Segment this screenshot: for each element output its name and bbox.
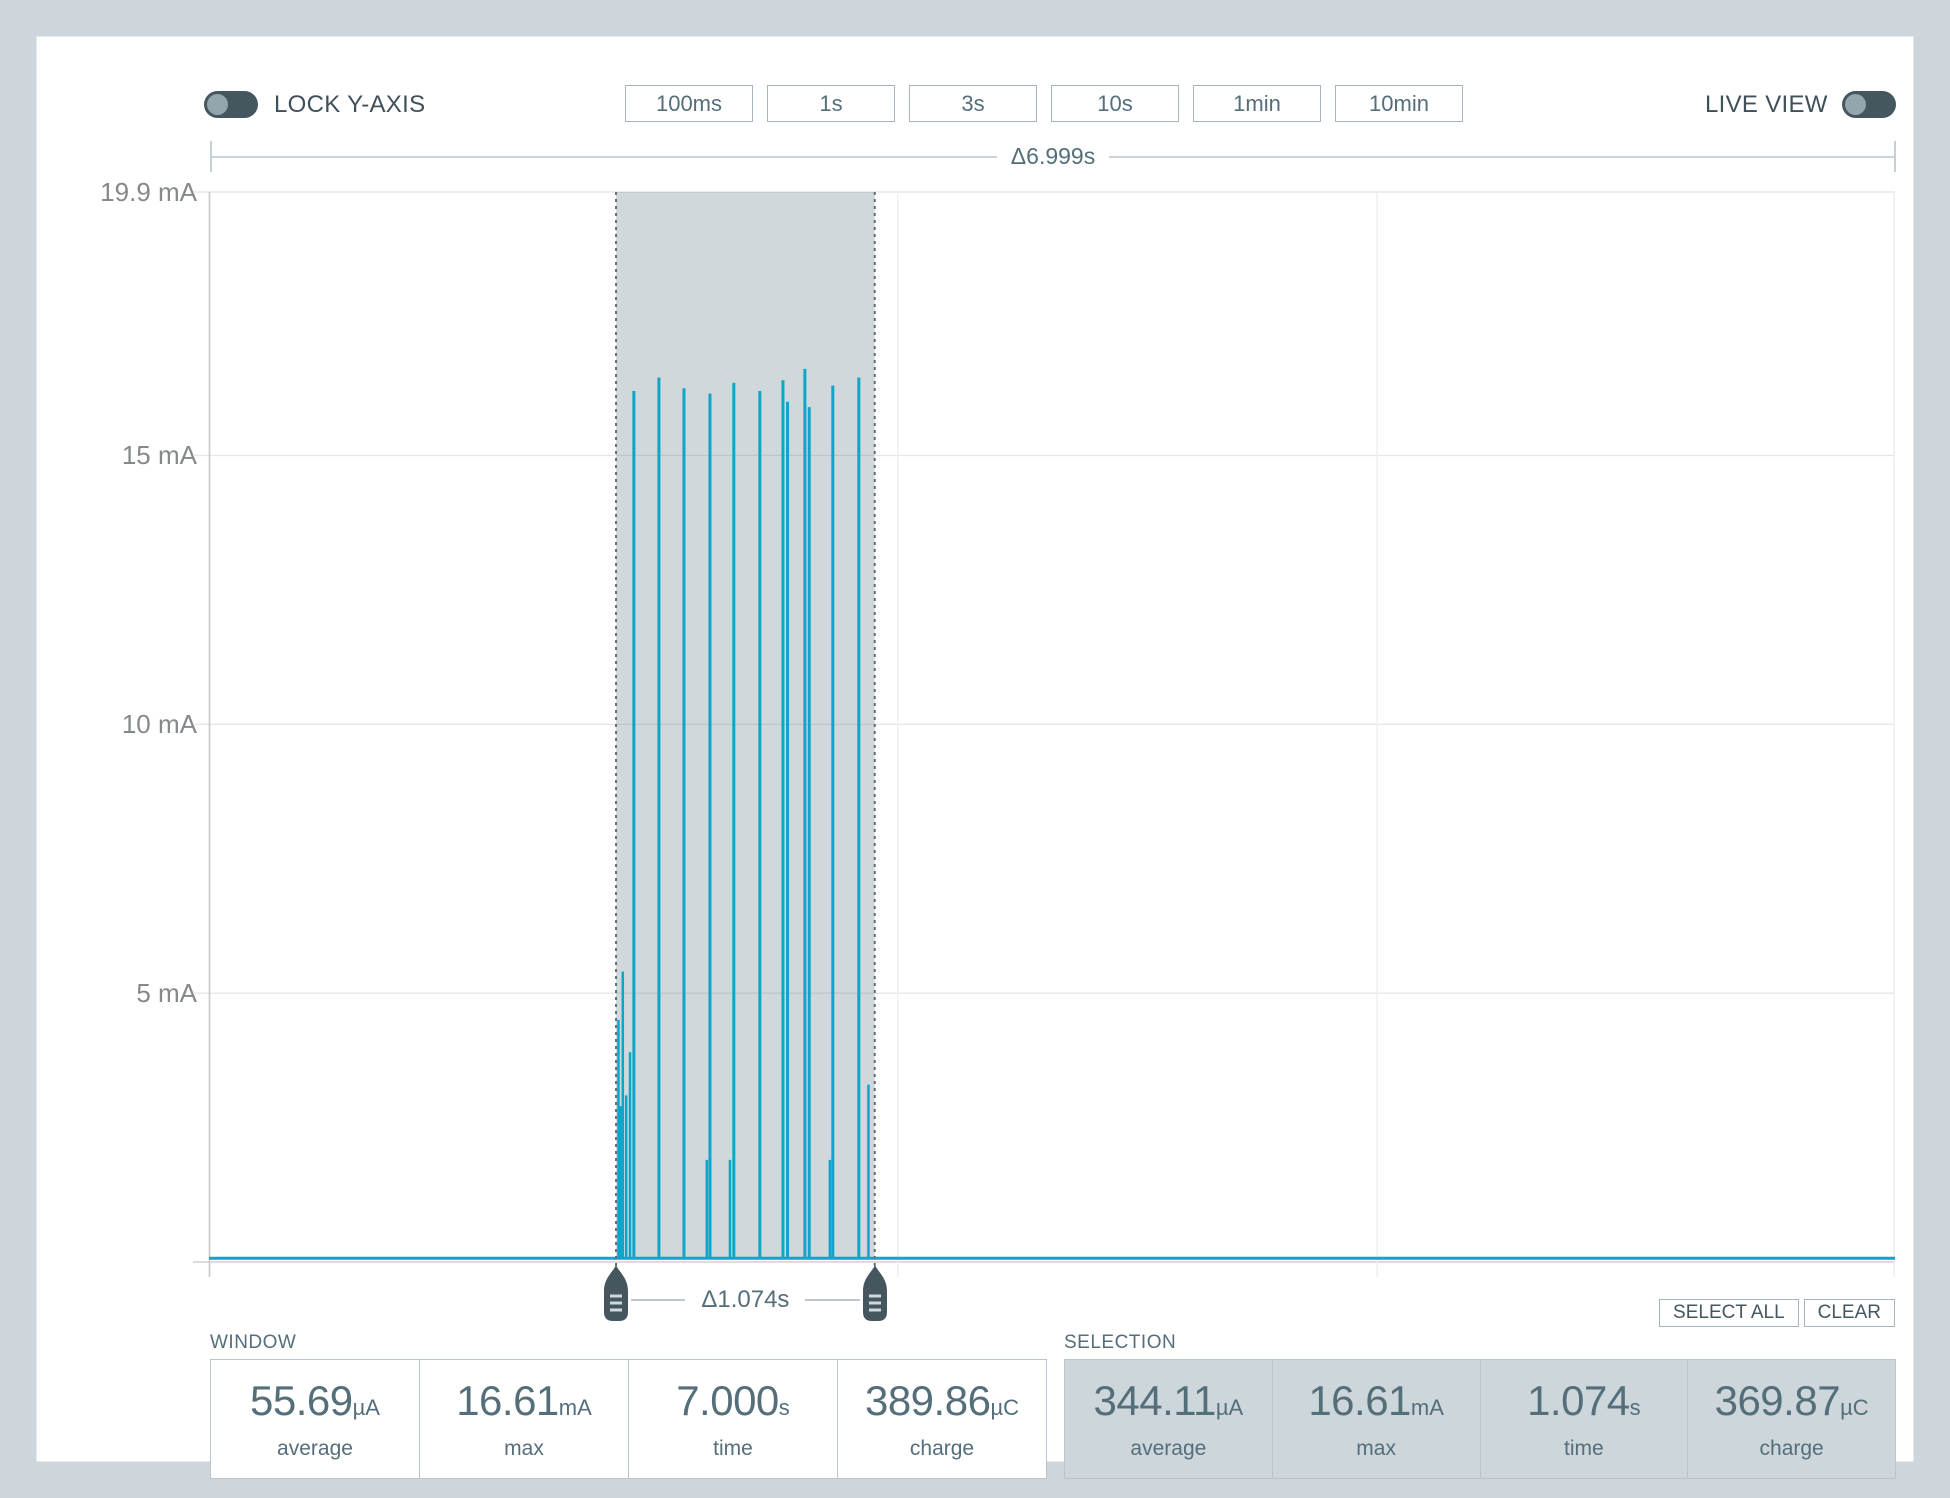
ruler-line	[1109, 155, 1895, 158]
window-time-cell: 7.000s time	[628, 1360, 837, 1478]
y-axis-tick-label: 19.9 mA	[100, 177, 197, 207]
chart-panel: LOCK Y-AXIS 100ms 1s 3s 10s 1min 10min L…	[36, 36, 1914, 1479]
selection-handle-left[interactable]	[604, 1265, 629, 1321]
stat-label: charge	[1759, 1436, 1824, 1460]
window-delta-label: Δ6.999s	[1010, 143, 1096, 169]
stat-value: 16.61mA	[1308, 1376, 1444, 1424]
chart-plot[interactable]	[193, 191, 1895, 1277]
stat-value: 369.87µC	[1714, 1376, 1869, 1424]
lock-y-axis-label: LOCK Y-AXIS	[274, 91, 426, 118]
selection-charge-cell: 369.87µC charge	[1687, 1360, 1895, 1478]
ruler-left-tick	[210, 141, 212, 172]
stat-label: average	[277, 1436, 353, 1460]
selection-stats-group: SELECTION SELECT ALL CLEAR 344.11µA aver…	[1064, 1299, 1896, 1479]
drag-handle-icon	[604, 1265, 629, 1321]
select-all-button[interactable]: SELECT ALL	[1659, 1299, 1799, 1327]
selection-max-cell: 16.61mA max	[1271, 1360, 1480, 1478]
selection-actions: SELECT ALL CLEAR	[1659, 1299, 1895, 1327]
y-axis-tick-label: 15 mA	[121, 440, 197, 471]
ruler-line	[631, 1299, 686, 1301]
clear-button[interactable]: CLEAR	[1803, 1299, 1895, 1327]
window-average-cell: 55.69µA average	[211, 1360, 419, 1478]
selection-region[interactable]	[616, 192, 875, 1259]
selection-delta-label: Δ1.074s	[701, 1286, 790, 1313]
window-button-10min[interactable]: 10min	[1335, 85, 1463, 122]
selection-duration-ruler: Δ1.074s	[631, 1285, 860, 1315]
selection-stats-box: 344.11µA average 16.61mA max 1.074s time…	[1064, 1359, 1896, 1479]
window-duration-ruler: Δ6.999s	[210, 141, 1897, 172]
stat-value: 7.000s	[676, 1376, 790, 1424]
stat-value: 389.86µC	[864, 1376, 1020, 1424]
window-max-cell: 16.61mA max	[419, 1360, 628, 1478]
stat-value: 344.11µA	[1093, 1376, 1244, 1424]
lock-y-axis-toggle[interactable]	[204, 91, 258, 118]
window-button-3s[interactable]: 3s	[909, 85, 1037, 122]
window-stats-box: 55.69µA average 16.61mA max 7.000s time …	[210, 1359, 1047, 1479]
selection-stats-title: SELECTION	[1064, 1332, 1177, 1353]
selection-handle-right[interactable]	[862, 1265, 887, 1321]
stat-label: max	[1356, 1436, 1396, 1460]
stat-label: max	[504, 1436, 544, 1460]
drag-handle-icon	[862, 1265, 887, 1321]
stat-label: charge	[909, 1436, 975, 1460]
window-button-10s[interactable]: 10s	[1051, 85, 1179, 122]
ruler-line	[212, 155, 997, 158]
selection-average-cell: 344.11µA average	[1065, 1360, 1272, 1478]
y-axis-tick-label: 5 mA	[136, 978, 197, 1009]
toggle-knob-icon	[207, 94, 228, 115]
window-button-1min[interactable]: 1min	[1193, 85, 1321, 122]
stat-label: time	[1564, 1436, 1604, 1460]
window-stats-group: WINDOW 55.69µA average 16.61mA max 7.000…	[210, 1329, 1047, 1479]
y-axis-tick-label: 10 mA	[121, 709, 197, 740]
stat-label: average	[1130, 1436, 1207, 1460]
window-stats-title: WINDOW	[210, 1332, 297, 1353]
live-view-toggle[interactable]	[1842, 91, 1896, 118]
selection-time-cell: 1.074s time	[1479, 1360, 1688, 1478]
window-button-100ms[interactable]: 100ms	[625, 85, 753, 122]
window-duration-buttons: 100ms 1s 3s 10s 1min 10min	[625, 85, 1463, 122]
stat-value: 16.61mA	[456, 1376, 592, 1424]
window-button-1s[interactable]: 1s	[767, 85, 895, 122]
toggle-knob-icon	[1845, 94, 1866, 115]
ruler-right-tick	[1894, 141, 1897, 172]
stat-value: 1.074s	[1527, 1376, 1641, 1424]
stat-value: 55.69µA	[250, 1376, 380, 1424]
live-view-label: LIVE VIEW	[1705, 91, 1828, 118]
ruler-line	[805, 1299, 860, 1301]
window-charge-cell: 389.86µC charge	[837, 1360, 1046, 1478]
stat-label: time	[713, 1436, 753, 1460]
